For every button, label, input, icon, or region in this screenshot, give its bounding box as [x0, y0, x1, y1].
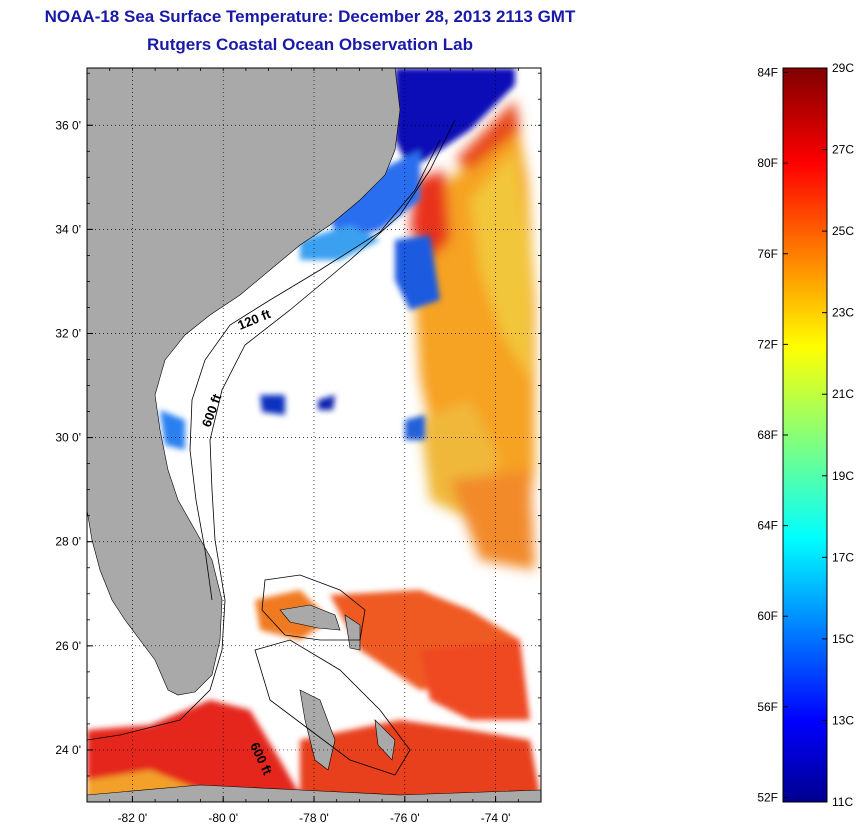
lat-tick-label: 26 0' — [55, 639, 81, 653]
colorbar-fahrenheit-label: 72F — [757, 337, 778, 351]
lat-tick-label: 24 0' — [55, 743, 81, 757]
colorbar — [782, 67, 828, 803]
colorbar-labels: 29C 27C 25C 23C 21C 19C 17C 15C 13C 11C 84F 80F 76F 7… — [757, 61, 854, 809]
colorbar-celsius-label: 19C — [832, 469, 854, 483]
lon-tick-label: -78 0' — [299, 811, 329, 825]
lat-tick-label: 28 0' — [55, 535, 81, 549]
colorbar-fahrenheit-label: 68F — [757, 428, 778, 442]
colorbar-celsius-label: 23C — [832, 306, 854, 320]
colorbar-fahrenheit-label: 76F — [757, 247, 778, 261]
map-subtitle: Rutgers Coastal Ocean Observation Lab — [147, 35, 473, 54]
colorbar-fahrenheit-label: 64F — [757, 519, 778, 533]
lat-tick-label: 30 0' — [55, 431, 81, 445]
colorbar-fahrenheit-label: 60F — [757, 609, 778, 623]
axis-ticks: 36 0' 34 0' 32 0' 30 0' 28 0' 26 0' 24 0' -82 0… — [55, 68, 542, 825]
lon-tick-label: -82 0' — [118, 811, 148, 825]
map-title: NOAA-18 Sea Surface Temperature: Decembe… — [44, 7, 576, 26]
land-mass — [87, 68, 401, 696]
colorbar-celsius-label: 25C — [832, 224, 854, 238]
colorbar-celsius-label: 13C — [832, 713, 854, 727]
lat-tick-label: 36 0' — [55, 118, 81, 132]
lon-tick-label: -74 0' — [481, 811, 511, 825]
colorbar-celsius-label: 17C — [832, 550, 854, 564]
colorbar-celsius-label: 21C — [832, 387, 854, 401]
lat-tick-label: 34 0' — [55, 222, 81, 236]
depth-contours — [87, 119, 456, 776]
colorbar-fahrenheit-label: 80F — [757, 156, 778, 170]
colorbar-fahrenheit-label: 52F — [757, 790, 778, 804]
colorbar-celsius-label: 15C — [832, 632, 854, 646]
lat-tick-label: 32 0' — [55, 326, 81, 340]
cuba-coast — [87, 784, 541, 802]
lon-tick-label: -80 0' — [208, 811, 238, 825]
colorbar-fahrenheit-label: 84F — [757, 66, 778, 80]
colorbar-celsius-label: 27C — [832, 143, 854, 157]
colorbar-celsius-label: 29C — [832, 61, 854, 75]
colorbar-celsius-label: 11C — [832, 795, 853, 809]
bahamas-islands — [279, 604, 396, 771]
colorbar-fahrenheit-label: 56F — [757, 700, 778, 714]
sst-field — [87, 68, 541, 802]
lon-tick-label: -76 0' — [390, 811, 420, 825]
